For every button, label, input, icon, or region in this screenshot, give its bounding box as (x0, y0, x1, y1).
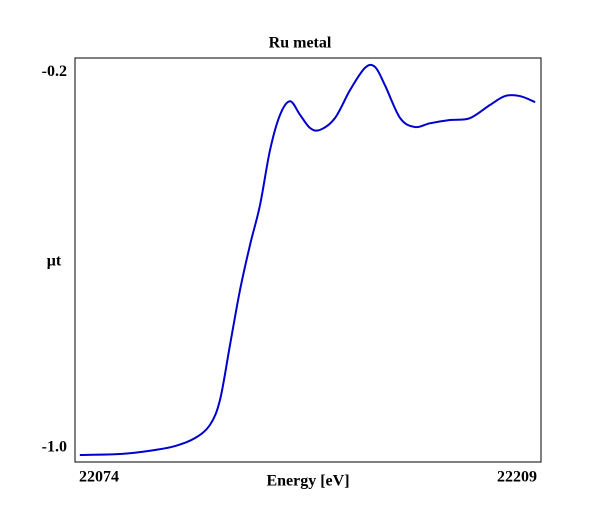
chart-title: Ru metal (269, 35, 332, 52)
y-axis-label: μt (47, 253, 62, 270)
plot-frame (74, 57, 542, 463)
x-tick-label: 22074 (79, 469, 119, 486)
y-tick-label: -1.0 (42, 439, 67, 456)
x-axis-label: Energy [eV] (266, 473, 349, 490)
data-line (79, 63, 536, 456)
y-tick-label: -0.2 (42, 63, 67, 80)
x-tick-label: 22209 (497, 469, 537, 486)
